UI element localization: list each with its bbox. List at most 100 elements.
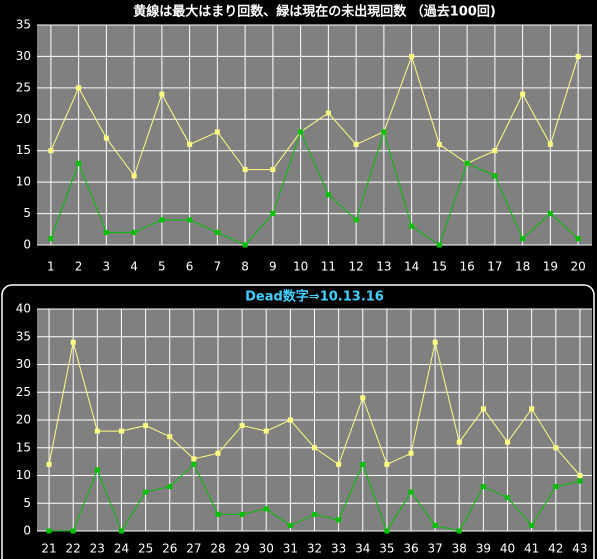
point-marker [360,395,366,401]
point-marker [384,461,390,467]
point-marker [46,528,52,534]
x-tick-label: 4 [130,260,138,274]
point-marker [46,461,52,467]
point-marker [408,450,414,456]
x-tick-label: 18 [515,260,530,274]
x-tick-label: 3 [103,260,111,274]
x-tick-label: 31 [283,542,298,556]
point-marker [547,141,553,147]
y-tick-label: 10 [16,175,31,189]
point-marker [520,236,526,242]
x-tick-label: 24 [114,542,129,556]
y-tick-label: 0 [23,524,31,538]
point-marker [215,450,221,456]
point-marker [159,91,165,97]
x-tick-label: 17 [487,260,502,274]
y-tick-label: 20 [16,112,31,126]
point-marker [167,484,173,490]
point-marker [94,467,100,473]
point-marker [312,511,317,517]
point-marker [187,141,193,147]
x-tick-label: 23 [90,542,105,556]
point-marker [143,489,149,495]
y-tick-label: 40 [16,302,31,316]
point-marker [70,339,76,345]
y-tick-label: 0 [23,238,31,252]
point-marker [480,406,486,412]
point-marker [505,495,511,501]
point-marker [167,434,173,440]
x-tick-label: 34 [355,542,370,556]
point-marker [384,528,390,534]
point-marker [336,517,342,523]
x-tick-label: 20 [570,260,585,274]
point-marker [325,110,331,116]
point-marker [520,91,526,97]
x-tick-label: 9 [269,260,277,274]
point-marker [187,217,193,223]
y-tick-label: 20 [16,413,31,427]
point-marker [70,528,76,534]
point-marker [239,511,245,517]
x-tick-label: 21 [41,542,56,556]
point-marker [191,461,197,467]
x-tick-label: 1 [47,260,55,274]
y-tick-label: 15 [16,440,31,454]
x-tick-label: 19 [543,260,558,274]
point-marker [408,489,414,495]
point-marker [263,506,269,512]
point-marker [191,456,197,462]
x-tick-label: 29 [234,542,249,556]
point-marker [492,148,498,154]
x-tick-label: 39 [476,542,491,556]
x-tick-label: 10 [293,260,308,274]
point-marker [577,478,583,484]
panel-border [1,284,595,559]
point-marker [287,417,293,423]
point-marker [456,528,462,534]
x-tick-label: 36 [403,542,418,556]
point-marker [270,211,276,217]
point-marker [381,129,387,135]
x-tick-label: 11 [321,260,336,274]
y-tick-label: 5 [23,206,31,220]
point-marker [76,160,82,166]
point-marker [48,236,54,242]
point-marker [353,141,359,147]
x-tick-label: 38 [452,542,467,556]
x-tick-label: 35 [379,542,394,556]
point-marker [529,522,535,528]
point-marker [242,167,248,173]
series-line [50,54,579,177]
point-marker [575,236,581,242]
point-marker [48,148,54,154]
x-tick-label: 8 [241,260,249,274]
y-tick-label: 35 [16,329,31,343]
y-tick-label: 30 [16,49,31,63]
x-tick-label: 12 [348,260,363,274]
point-marker [529,406,535,412]
plot-area [37,25,592,245]
y-tick-label: 35 [16,18,31,32]
point-marker [553,445,559,451]
point-marker [480,484,486,490]
point-marker [239,423,245,429]
x-tick-label: 14 [404,260,419,274]
x-tick-label: 25 [138,542,153,556]
point-marker [118,428,124,434]
point-marker [464,160,470,166]
chart-title: 黄線は最大はまり回数、緑は現在の未出現回数 （過去100回) [133,4,496,20]
x-tick-label: 15 [432,260,447,274]
y-tick-label: 25 [16,385,31,399]
x-tick-label: 42 [548,542,563,556]
point-marker [131,229,137,235]
point-marker [577,473,583,478]
x-tick-label: 5 [158,260,166,274]
point-marker [214,129,220,135]
x-tick-label: 13 [376,260,391,274]
point-marker [287,522,293,528]
y-tick-label: 30 [16,357,31,371]
point-marker [215,511,221,517]
x-tick-label: 22 [66,542,81,556]
